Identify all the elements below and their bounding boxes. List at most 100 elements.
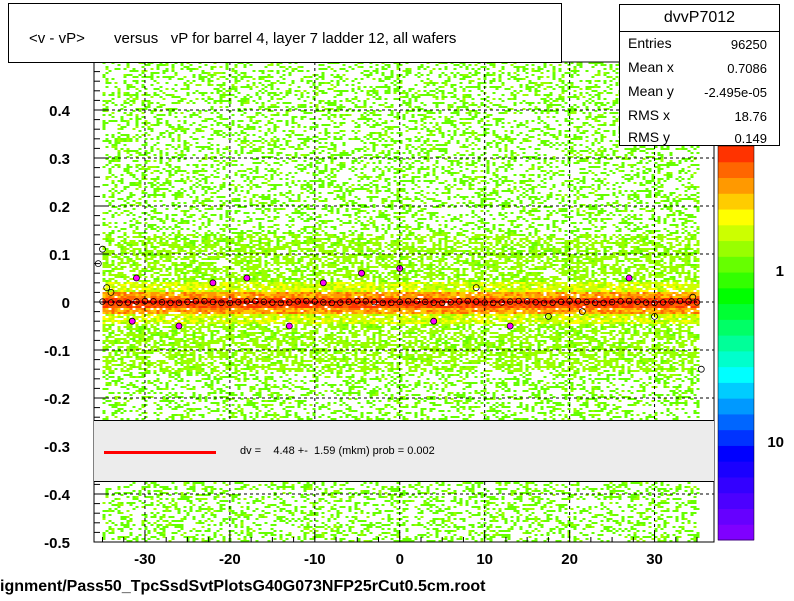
heatmap-cell [118, 376, 121, 378]
heatmap-cell [154, 282, 157, 284]
heatmap-cell [220, 414, 223, 416]
heatmap-cell [142, 356, 145, 358]
heatmap-cell [169, 136, 172, 138]
heatmap-cell [181, 368, 184, 370]
heatmap-cell [142, 104, 145, 106]
heatmap-cell [244, 220, 247, 222]
heatmap-cell [154, 144, 157, 146]
heatmap-cell [142, 242, 145, 244]
heatmap-cell [175, 196, 178, 198]
heatmap-cell [109, 384, 112, 386]
heatmap-cell [124, 234, 127, 236]
heatmap-cell [220, 524, 223, 526]
heatmap-cell [208, 82, 211, 84]
heatmap-cell [241, 310, 244, 312]
heatmap-cell [130, 394, 133, 396]
heatmap-cell [229, 216, 232, 218]
heatmap-cell [142, 94, 145, 96]
heatmap-cell [241, 148, 244, 150]
heatmap-cell [166, 94, 169, 96]
heatmap-cell [223, 364, 226, 366]
heatmap-cell [226, 408, 229, 410]
heatmap-cell [220, 288, 223, 290]
heatmap-cell [112, 344, 115, 346]
heatmap-cell [148, 382, 151, 384]
heatmap-cell [217, 388, 220, 390]
heatmap-cell [169, 344, 172, 346]
heatmap-cell [223, 410, 226, 412]
heatmap-cell [187, 412, 190, 414]
heatmap-cell [238, 336, 241, 338]
heatmap-cell [139, 284, 142, 286]
heatmap-cell [196, 166, 199, 168]
heatmap-cell [187, 176, 190, 178]
heatmap-cell [118, 364, 121, 366]
heatmap-cell [241, 278, 244, 280]
heatmap-cell [184, 238, 187, 240]
heatmap-cell [127, 312, 130, 314]
heatmap-cell [163, 336, 166, 338]
heatmap-cell [112, 360, 115, 362]
heatmap-cell [160, 344, 163, 346]
heatmap-cell [244, 404, 247, 406]
heatmap-cell [193, 316, 196, 318]
heatmap-cell [109, 162, 112, 164]
heatmap-cell [217, 326, 220, 328]
heatmap-cell [127, 356, 130, 358]
heatmap-cell [118, 198, 121, 200]
heatmap-cell [196, 290, 199, 292]
heatmap-cell [163, 282, 166, 284]
heatmap-cell [124, 386, 127, 388]
heatmap-cell [202, 126, 205, 128]
heatmap-cell [187, 272, 190, 274]
heatmap-cell [154, 272, 157, 274]
heatmap-cell [241, 244, 244, 246]
heatmap-cell [226, 334, 229, 336]
heatmap-cell [190, 196, 193, 198]
heatmap-cell [166, 298, 169, 300]
heatmap-cell [247, 292, 250, 294]
heatmap-cell [205, 154, 208, 156]
heatmap-cell [133, 128, 136, 130]
heatmap-cell [106, 164, 109, 166]
heatmap-cell [241, 262, 244, 264]
heatmap-cell [151, 68, 154, 70]
heatmap-cell [205, 200, 208, 202]
heatmap-cell [127, 202, 130, 204]
heatmap-cell [223, 290, 226, 292]
heatmap-cell [223, 248, 226, 250]
heatmap-cell [154, 94, 157, 96]
heatmap-cell [238, 406, 241, 408]
heatmap-cell [178, 308, 181, 310]
heatmap-cell [148, 262, 151, 264]
heatmap-cell [223, 284, 226, 286]
heatmap-cell [154, 266, 157, 268]
heatmap-cell [172, 218, 175, 220]
heatmap-cell [199, 202, 202, 204]
heatmap-cell [238, 198, 241, 200]
heatmap-cell [199, 276, 202, 278]
heatmap-cell [235, 320, 238, 322]
heatmap-cell [139, 490, 142, 492]
heatmap-cell [148, 356, 151, 358]
heatmap-cell [190, 64, 193, 66]
heatmap-cell [247, 284, 250, 286]
heatmap-cell [217, 296, 220, 298]
heatmap-cell [145, 132, 148, 134]
heatmap-cell [193, 102, 196, 104]
heatmap-cell [247, 268, 250, 270]
heatmap-cell [124, 238, 127, 240]
heatmap-cell [178, 314, 181, 316]
heatmap-cell [169, 342, 172, 344]
heatmap-cell [232, 298, 235, 300]
heatmap-cell [154, 296, 157, 298]
heatmap-cell [106, 72, 109, 74]
heatmap-cell [190, 282, 193, 284]
heatmap-cell [160, 406, 163, 408]
heatmap-cell [142, 390, 145, 392]
heatmap-cell [151, 242, 154, 244]
heatmap-cell [160, 518, 163, 520]
heatmap-cell [148, 532, 151, 534]
heatmap-cell [112, 214, 115, 216]
heatmap-cell [202, 306, 205, 308]
